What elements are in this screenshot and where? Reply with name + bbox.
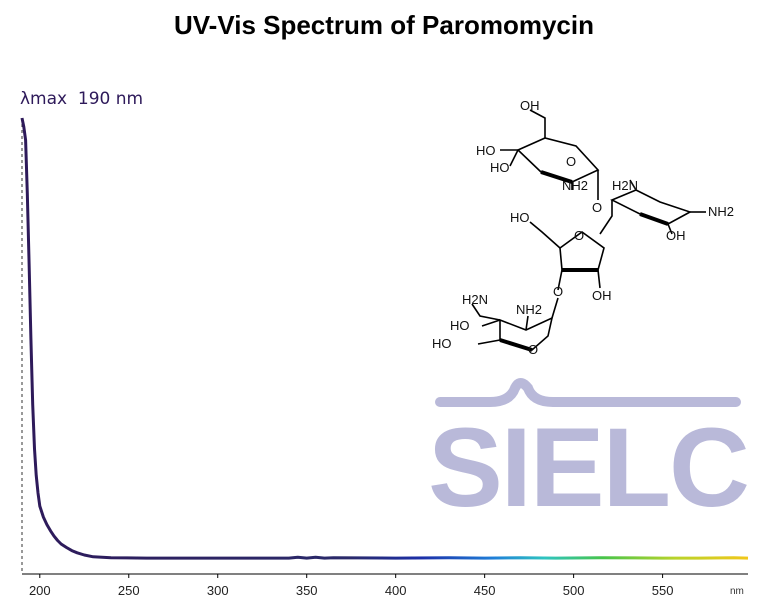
svg-text:OH: OH xyxy=(520,98,540,113)
x-tick-label: 350 xyxy=(296,583,318,598)
svg-text:O: O xyxy=(528,342,538,357)
x-tick-label: 400 xyxy=(385,583,407,598)
x-tick-label: 550 xyxy=(652,583,674,598)
svg-text:H2N: H2N xyxy=(612,178,638,193)
svg-text:H2N: H2N xyxy=(462,292,488,307)
spectrum-line xyxy=(20,117,749,560)
svg-text:O: O xyxy=(574,228,584,243)
svg-text:O: O xyxy=(592,200,602,215)
svg-text:NH2: NH2 xyxy=(562,178,588,193)
x-axis-ticks: 200 250 300 350 400 450 500 550 xyxy=(29,574,673,598)
watermark-arc xyxy=(435,378,741,407)
svg-text:O: O xyxy=(553,284,563,299)
molecule-structure xyxy=(471,109,706,352)
svg-text:OH: OH xyxy=(666,228,686,243)
svg-text:O: O xyxy=(566,154,576,169)
x-tick-label: 450 xyxy=(474,583,496,598)
x-tick-label: 200 xyxy=(29,583,51,598)
svg-text:HO: HO xyxy=(432,336,452,351)
x-axis-unit-label: nm xyxy=(730,586,744,597)
sielc-watermark: SIELC xyxy=(428,378,750,530)
x-tick-label: 500 xyxy=(563,583,585,598)
svg-text:OH: OH xyxy=(592,288,612,303)
svg-text:HO: HO xyxy=(490,160,510,175)
svg-text:HO: HO xyxy=(476,143,496,158)
chart-title: UV-Vis Spectrum of Paromomycin xyxy=(174,10,594,40)
svg-text:HO: HO xyxy=(510,210,530,225)
watermark-text: SIELC xyxy=(428,405,748,530)
x-tick-label: 250 xyxy=(118,583,140,598)
svg-text:NH2: NH2 xyxy=(516,302,542,317)
svg-text:HO: HO xyxy=(450,318,470,333)
lambda-max-annotation: λmax 190 nm xyxy=(20,89,143,109)
svg-text:NH2: NH2 xyxy=(708,204,734,219)
x-tick-label: 300 xyxy=(207,583,229,598)
molecule-labels: OH HO HO NH2 H2N O O NH2 OH HO O O OH H2… xyxy=(432,98,734,357)
